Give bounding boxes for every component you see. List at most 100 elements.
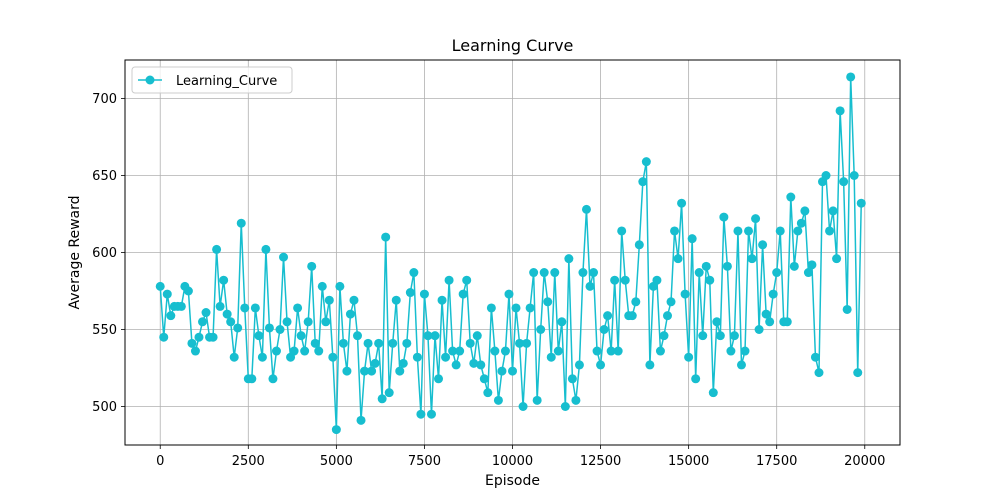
data-point: [652, 275, 662, 285]
data-point: [744, 226, 754, 236]
data-point: [613, 346, 623, 356]
data-point: [754, 325, 764, 334]
data-point: [536, 325, 546, 334]
data-point: [529, 268, 539, 278]
data-point: [663, 311, 672, 321]
data-point: [701, 261, 711, 271]
data-point: [377, 394, 387, 404]
data-point: [208, 332, 218, 342]
data-point: [190, 346, 200, 356]
data-point: [684, 352, 694, 362]
data-point: [240, 303, 250, 313]
data-point: [419, 289, 429, 299]
data-point: [853, 368, 863, 378]
y-tick-label: 500: [92, 400, 117, 415]
y-tick-label: 550: [92, 323, 117, 338]
data-point: [472, 331, 482, 341]
data-point: [592, 346, 602, 356]
data-point: [268, 374, 278, 384]
data-point: [825, 226, 835, 236]
data-point: [617, 226, 627, 236]
data-point: [455, 346, 465, 356]
data-point: [585, 281, 595, 291]
data-point: [768, 289, 778, 299]
grid: [125, 60, 900, 445]
data-point: [391, 295, 401, 305]
data-point: [328, 352, 338, 362]
data-point: [321, 317, 331, 327]
data-point: [511, 303, 521, 313]
data-point: [736, 360, 746, 370]
data-point: [497, 366, 507, 376]
data-point: [708, 388, 718, 398]
data-point: [479, 374, 489, 384]
data-point: [279, 252, 289, 262]
data-point: [620, 275, 630, 285]
data-point: [733, 226, 743, 236]
data-point: [782, 317, 792, 327]
data-point: [349, 295, 359, 305]
data-point: [469, 358, 479, 368]
data-point: [458, 289, 468, 299]
data-point: [589, 268, 599, 278]
data-point: [264, 323, 274, 333]
data-point: [296, 331, 306, 341]
data-point: [236, 218, 246, 228]
data-point: [821, 171, 831, 180]
data-point: [314, 346, 324, 356]
y-axis-label: Average Reward: [67, 195, 83, 309]
data-point: [490, 346, 500, 356]
data-point: [219, 275, 229, 285]
data-point: [832, 254, 842, 264]
legend-box: [131, 66, 293, 94]
data-point: [500, 346, 510, 356]
data-point: [331, 425, 341, 435]
data-point: [846, 72, 856, 82]
data-point: [638, 177, 648, 187]
data-point: [201, 308, 211, 318]
y-tick-label: 600: [92, 246, 117, 261]
data-point: [370, 358, 380, 368]
data-point: [342, 366, 352, 376]
data-point: [317, 281, 327, 291]
data-point: [719, 212, 729, 222]
data-point: [610, 275, 620, 285]
data-point: [666, 297, 676, 307]
data-point: [465, 338, 475, 348]
data-point: [564, 254, 574, 264]
data-point: [634, 240, 644, 250]
data-point: [814, 368, 824, 378]
data-point: [434, 374, 444, 384]
data-point: [360, 366, 370, 376]
data-point: [247, 374, 257, 384]
data-point: [363, 338, 373, 348]
data-point: [300, 346, 310, 356]
x-tick-label: 20000: [844, 454, 885, 469]
data-point: [451, 360, 461, 370]
data-point: [444, 275, 454, 285]
data-point: [747, 254, 757, 264]
data-point: [155, 281, 165, 291]
data-point: [384, 388, 394, 398]
data-point: [603, 311, 613, 321]
data-point: [712, 317, 722, 327]
data-point: [430, 331, 440, 341]
data-point: [680, 289, 690, 299]
data-point: [307, 261, 317, 271]
data-point: [673, 254, 683, 264]
data-point: [303, 317, 313, 327]
data-point: [631, 297, 641, 307]
data-point: [606, 346, 616, 356]
data-point: [765, 317, 775, 327]
data-point: [426, 409, 436, 419]
data-point: [226, 317, 236, 327]
data-point: [462, 275, 472, 285]
data-point: [670, 226, 680, 236]
data-point: [550, 268, 560, 278]
data-point: [338, 338, 348, 348]
data-point: [162, 289, 172, 299]
data-point: [275, 325, 285, 334]
x-tick-label: 12500: [580, 454, 621, 469]
data-point: [803, 268, 813, 278]
data-point: [271, 346, 281, 356]
